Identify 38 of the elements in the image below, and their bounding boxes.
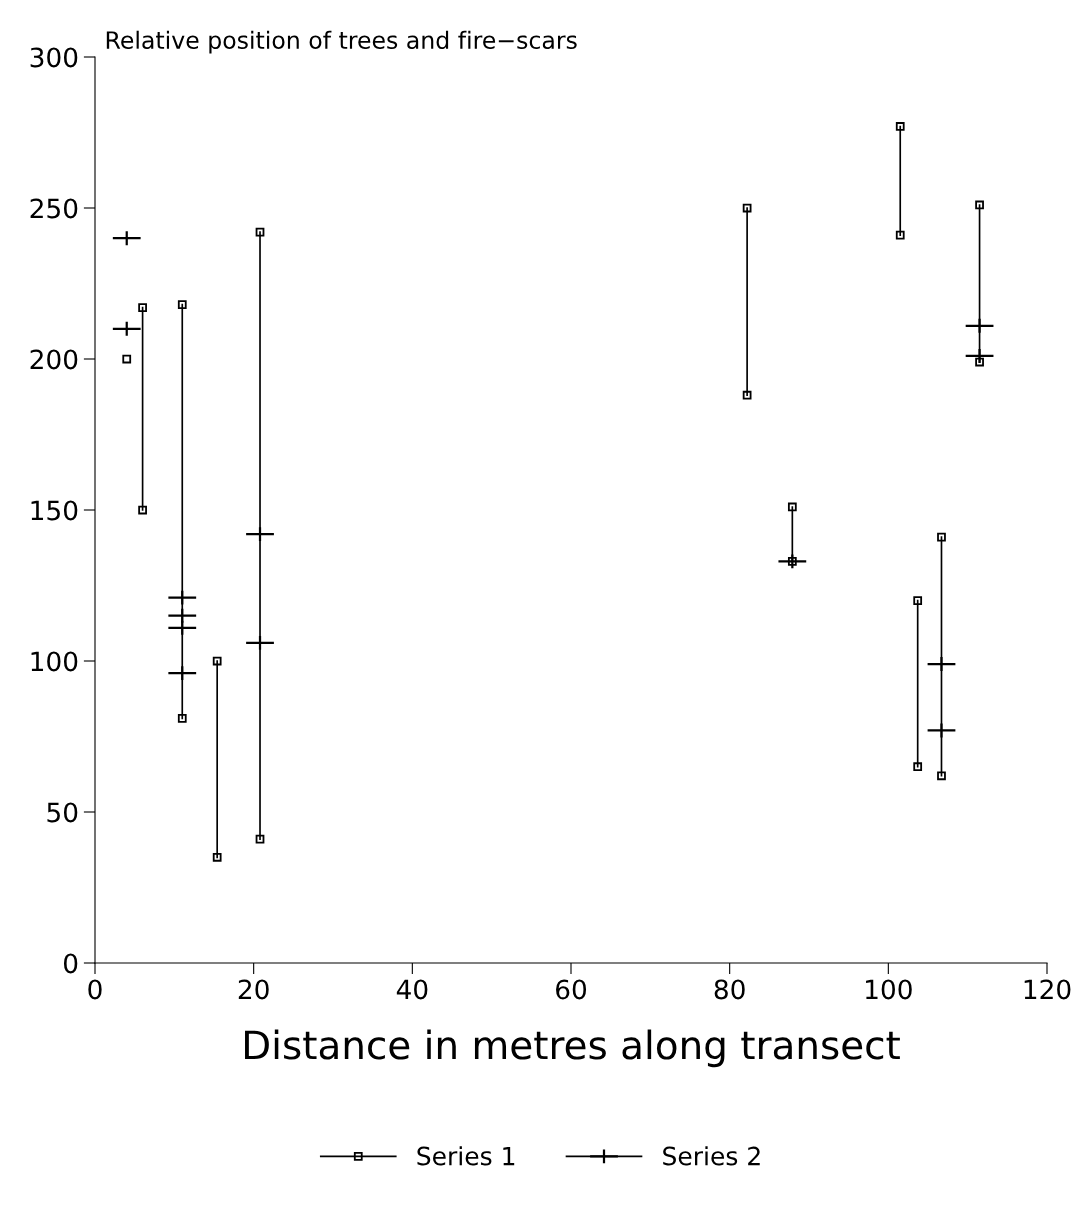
point: [787, 502, 797, 512]
y-tick-label: 200: [30, 349, 78, 370]
y-tick-label: 250: [30, 198, 78, 219]
x-tick-label: 0: [88, 979, 102, 1000]
point: [975, 200, 984, 210]
point: [177, 300, 187, 310]
point: [255, 834, 265, 844]
point: [937, 532, 946, 542]
point: [212, 656, 222, 666]
legend-label: Series 1: [417, 1146, 515, 1166]
y-tick-label: 100: [31, 651, 78, 672]
y-tick-label: 150: [31, 500, 78, 521]
point: [138, 303, 147, 313]
point: [895, 230, 905, 240]
point: [255, 227, 265, 237]
point: [913, 596, 923, 605]
x-tick-label: 60: [556, 979, 587, 1000]
x-tick-label: 40: [396, 979, 428, 1000]
point: [212, 852, 222, 862]
point: [742, 203, 752, 213]
chart-title: Relative position of trees and fire−scars: [106, 30, 577, 54]
point: [975, 357, 984, 367]
point: [895, 122, 905, 131]
x-tick-label: 100: [866, 979, 912, 1000]
point: [177, 714, 187, 723]
point: [937, 771, 946, 781]
x-tick-label: 80: [714, 979, 745, 1000]
x-tick-label: 20: [238, 979, 269, 1000]
y-tick-label: 0: [63, 953, 78, 974]
y-tick-label: 300: [30, 47, 78, 68]
legend-label: Series 2: [663, 1146, 760, 1166]
point: [122, 354, 132, 364]
point: [913, 762, 923, 772]
y-tick-label: 50: [47, 802, 78, 823]
point: [138, 505, 147, 515]
x-axis-title: Distance in metres along transect: [245, 1029, 900, 1068]
x-tick-label: 120: [1024, 979, 1071, 1000]
point: [742, 390, 752, 400]
